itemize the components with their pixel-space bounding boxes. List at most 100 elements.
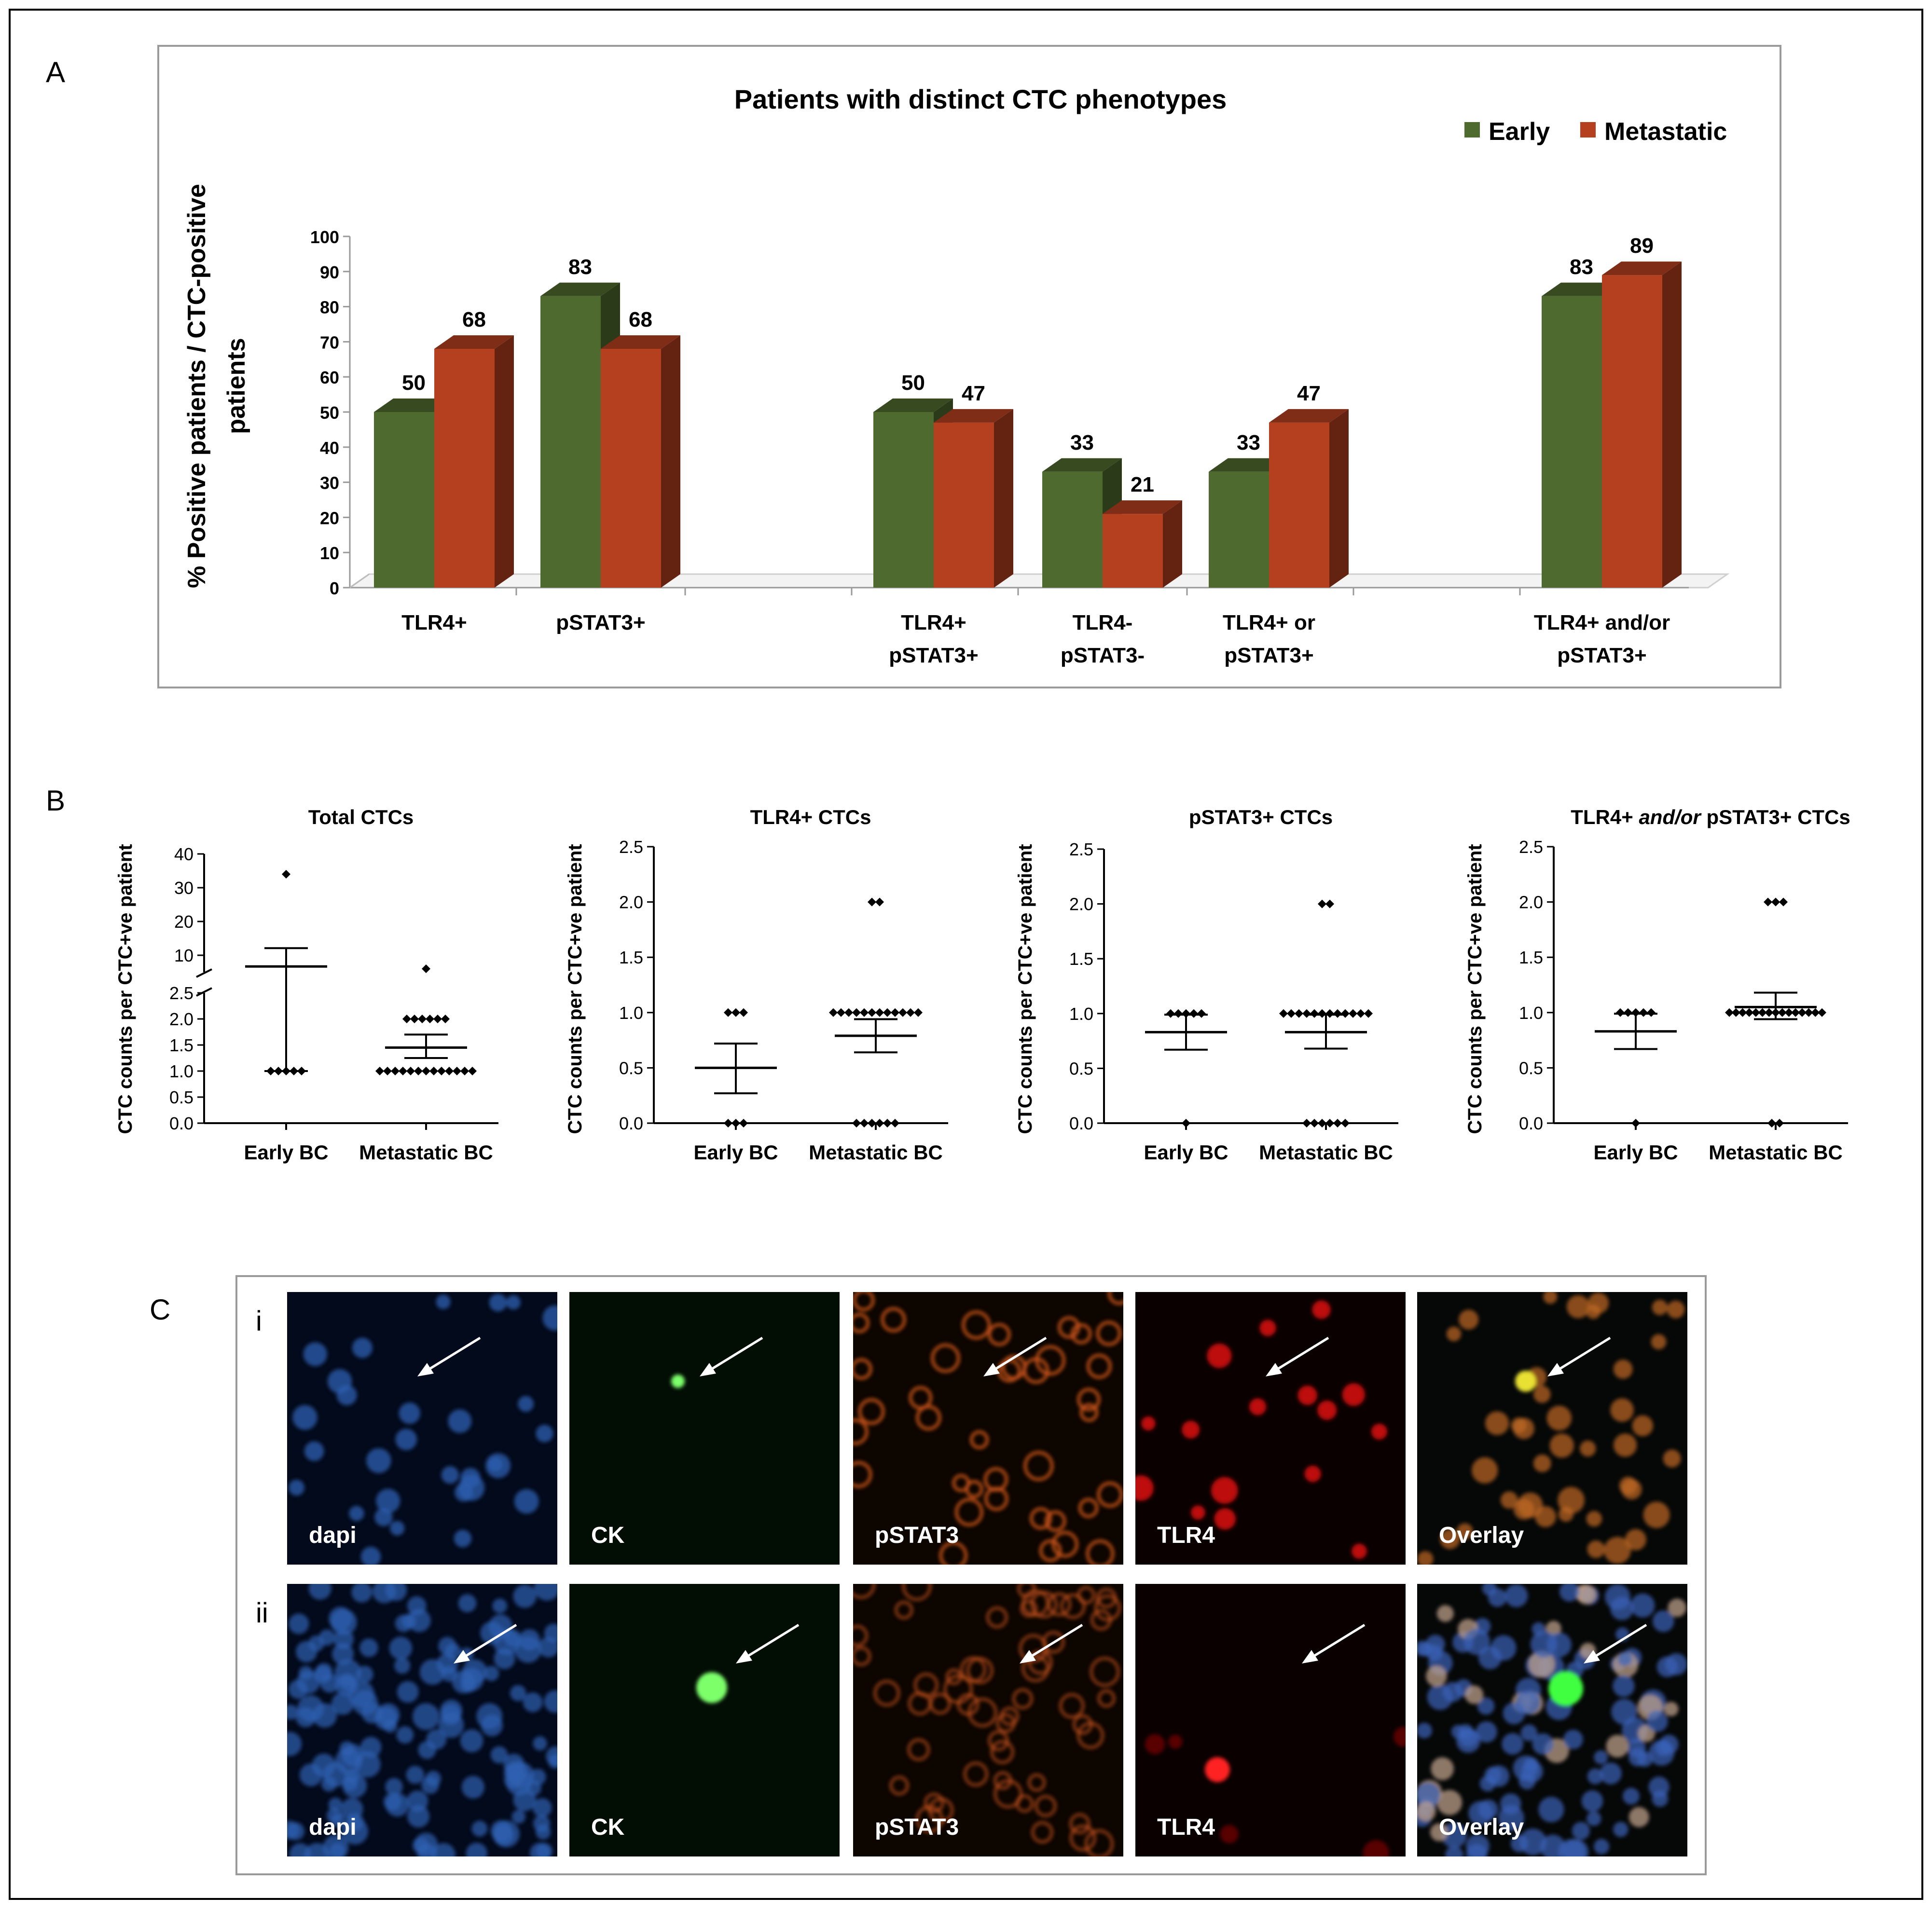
micrograph-label: CK: [591, 1815, 625, 1840]
panel-a-bar-side: [1662, 261, 1682, 588]
panel-b-data-point: [406, 1067, 415, 1075]
panel-a-chart: 0 10 20 30 40 50 60 70 80 90 100 50 68 TLR4+ 83 68 pSTAT…: [310, 227, 1730, 667]
panel-b-ylabel: CTC counts per CTC+ve patient: [1015, 844, 1036, 1134]
panel-b-data-point: [883, 1008, 892, 1017]
micrograph-cell: [548, 1754, 557, 1769]
micrograph-cell: [853, 1461, 872, 1488]
panel-b-data-point: [445, 1067, 454, 1075]
micrograph-cell: [493, 1825, 514, 1846]
panel-b-data-point: [860, 1008, 869, 1017]
micrograph-cell: [395, 1429, 417, 1450]
panel-a-bar-top: [1602, 261, 1682, 275]
panel-b-data-point: [1318, 1119, 1326, 1127]
micrograph-cells: [696, 1672, 727, 1703]
micrograph-arrow: [986, 1336, 1047, 1375]
panel-b-data-point: [1310, 1119, 1319, 1127]
micrograph-background: [569, 1292, 840, 1565]
micrograph-cell: [1504, 1584, 1528, 1608]
micrograph-cell: [1249, 1398, 1267, 1416]
panel-b-plot-2: TLR4+ CTCs CTC counts per CTC+ve patient E…: [565, 806, 948, 1164]
panel-b-data-point: [1751, 1008, 1760, 1017]
micrograph-cell: [954, 1498, 983, 1526]
panel-b-data-point: [829, 1008, 838, 1017]
micrograph-cell: [287, 1705, 298, 1720]
panel-a-bar-metastatic: [1269, 409, 1349, 588]
micrograph-cell: [1417, 1782, 1441, 1808]
panel-a-ytick-label: 50: [320, 403, 339, 423]
panel-b-data-point: [422, 964, 430, 973]
panel-b-xtick-label: Metastatic BC: [809, 1141, 943, 1164]
micrograph-cell: [1141, 1416, 1156, 1431]
micrograph-cell: [312, 1753, 336, 1777]
panel-b-ytick-label: 2.0: [1519, 893, 1543, 912]
panel-a-bar-top: [374, 399, 454, 412]
panel-a-bar-front: [601, 348, 661, 588]
micrograph-cell: [894, 1600, 913, 1620]
micrograph-cell: [336, 1385, 357, 1405]
micrograph-cell: [385, 1584, 407, 1601]
panel-b-data-point: [1182, 1119, 1190, 1127]
panel-b-data-point: [410, 1015, 419, 1023]
panel-label-a: A: [46, 56, 65, 88]
micrograph-cell: [1478, 1646, 1502, 1670]
panel-b-data-point: [1624, 1008, 1632, 1017]
panel-b-data-point: [1325, 1009, 1334, 1018]
panel-b-data-point: [1189, 1009, 1198, 1018]
panel-b-data-point: [1731, 1008, 1740, 1017]
panel-b-data-point: [837, 1008, 845, 1017]
micrograph-cell: [1646, 1710, 1668, 1732]
panel-b-ytick-label: 30: [174, 878, 193, 898]
micrograph-arrow: [703, 1336, 763, 1375]
micrograph-cell: [853, 1584, 876, 1599]
micrograph-cell: [448, 1409, 472, 1433]
micrograph-cell: [289, 1479, 305, 1496]
micrograph-ck: CK: [569, 1292, 840, 1565]
micrograph-cell: [1182, 1420, 1200, 1439]
micrograph-cell: [1168, 1734, 1183, 1749]
panel-a-bar-front: [374, 412, 434, 588]
micrograph-cell: [506, 1760, 528, 1783]
panel-a-bar-metastatic: [934, 409, 1013, 588]
micrograph-cell: [1482, 1584, 1497, 1596]
micrograph-cell: [1371, 1423, 1388, 1440]
panel-b-plot-1: Total CTCs CTC counts per CTC+ve patient E…: [115, 806, 498, 1164]
panel-a-data-label: 83: [1570, 255, 1593, 279]
micrograph-cell: [1027, 1773, 1046, 1792]
micrograph-cell: [1220, 1825, 1239, 1843]
micrograph-cell: [1207, 1343, 1232, 1368]
panel-b-axis-break: [196, 968, 212, 978]
micrograph-cell: [966, 1657, 994, 1684]
micrograph-cell: [1546, 1632, 1572, 1657]
micrograph-cell: [466, 1842, 488, 1856]
micrograph-cell: [928, 1797, 954, 1823]
panel-b-data-point: [1804, 1008, 1813, 1017]
micrograph-cell: [295, 1707, 316, 1728]
panel-a-bar-side: [1329, 409, 1349, 588]
micrograph-overlay-cell: [1515, 1371, 1536, 1392]
micrograph-cell: [471, 1820, 488, 1837]
micrograph-cell: [287, 1820, 299, 1840]
micrograph-cell: [376, 1488, 400, 1513]
micrograph-cell: [389, 1521, 405, 1536]
panel-a-category-label: TLR4-: [1073, 611, 1133, 634]
micrograph-cell: [287, 1732, 302, 1756]
micrograph-arrow: [420, 1336, 481, 1375]
panel-b-xtick-label: Early BC: [1593, 1141, 1678, 1164]
panel-b-data-point: [1302, 1119, 1311, 1127]
panel-b-title-part: pSTAT3+ CTCs: [1701, 806, 1850, 828]
micrograph-cell: [1594, 1750, 1608, 1764]
micrograph-cell: [1459, 1309, 1479, 1330]
micrograph-cell: [529, 1769, 546, 1786]
micrograph-cell: [1630, 1593, 1655, 1618]
panel-b-data-point: [418, 1015, 427, 1023]
panel-b-ytick-label: 0.0: [1519, 1114, 1543, 1133]
micrograph-label: Overlay: [1439, 1815, 1524, 1840]
panel-a-ytick-label: 30: [320, 473, 339, 493]
micrograph-cell: [374, 1508, 393, 1526]
panel-b-data-point: [906, 1008, 915, 1017]
micrograph-cell: [308, 1584, 331, 1600]
micrograph-cell: [858, 1398, 885, 1425]
panel-a-axis-corner: [349, 573, 370, 589]
panel-b-xtick-label: Early BC: [244, 1141, 328, 1164]
